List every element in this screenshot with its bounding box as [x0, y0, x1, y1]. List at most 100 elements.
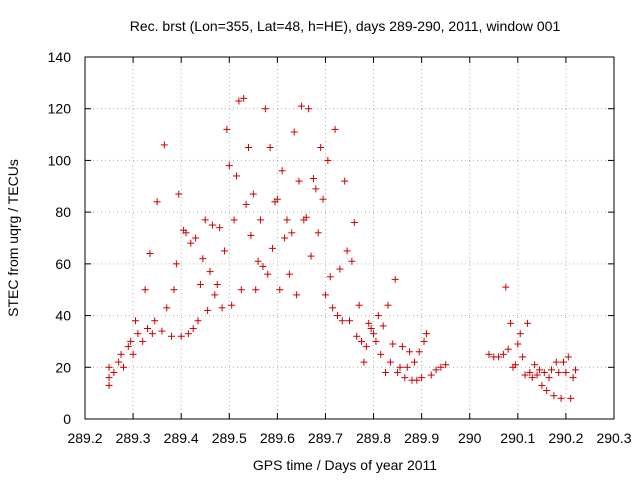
data-point: [398, 343, 406, 351]
y-tick-label: 60: [55, 256, 71, 272]
data-point: [560, 358, 568, 366]
data-point: [261, 105, 269, 113]
data-point: [134, 330, 142, 338]
y-tick-label: 40: [55, 308, 71, 324]
data-point: [413, 376, 421, 384]
data-point: [117, 350, 125, 358]
data-point: [232, 172, 240, 180]
data-point: [418, 374, 426, 382]
x-tick-labels: 289.2 289.3 289.4 289.5 289.6 289.7 289.8 289.9…: [67, 430, 631, 446]
data-point: [170, 286, 178, 294]
data-point: [567, 394, 575, 402]
data-point: [507, 319, 515, 327]
data-point: [182, 229, 190, 237]
data-point: [437, 363, 445, 371]
data-point: [199, 255, 207, 263]
data-point: [540, 368, 548, 376]
data-point: [324, 156, 332, 164]
x-tick-label: 290: [458, 430, 482, 446]
data-point: [362, 343, 370, 351]
data-point: [389, 340, 397, 348]
data-point: [547, 366, 555, 374]
data-point: [187, 239, 195, 247]
data-point: [535, 366, 543, 374]
data-point: [562, 368, 570, 376]
data-point: [220, 247, 228, 255]
data-point: [572, 366, 580, 374]
data-point: [302, 213, 310, 221]
data-point: [127, 337, 135, 345]
data-point: [283, 216, 291, 224]
data-point: [531, 361, 539, 369]
data-point: [317, 144, 325, 151]
data-point: [254, 257, 262, 265]
y-tick-label: 20: [55, 359, 71, 375]
x-tick-label: 289.4: [164, 430, 199, 446]
data-point: [290, 128, 298, 136]
data-point: [146, 250, 154, 258]
data-point: [355, 301, 363, 309]
data-point: [206, 268, 214, 276]
data-point: [129, 350, 137, 358]
data-point: [552, 358, 560, 366]
data-point: [333, 312, 341, 320]
data-point: [358, 337, 366, 345]
data-point: [432, 366, 440, 374]
data-point: [564, 353, 572, 361]
data-point: [336, 265, 344, 273]
y-tick-labels: 0 20 40 60 80 100 120 140: [48, 49, 72, 427]
x-tick-label: 290.2: [548, 430, 583, 446]
data-point: [144, 325, 152, 332]
plot-area-frame: [84, 56, 615, 420]
data-point: [391, 275, 399, 283]
data-point: [350, 218, 358, 226]
data-point: [379, 322, 387, 330]
data-point: [543, 387, 551, 395]
data-point: [208, 221, 216, 229]
x-tick-label: 290.1: [500, 430, 535, 446]
data-point: [105, 363, 113, 371]
y-tick-label: 120: [48, 101, 72, 117]
data-point: [276, 286, 284, 294]
data-point: [348, 257, 356, 265]
data-point: [415, 348, 423, 356]
data-point: [516, 330, 524, 338]
data-point: [394, 368, 402, 376]
data-point: [499, 350, 507, 358]
data-point: [526, 368, 534, 376]
data-point: [321, 291, 329, 299]
data-point: [160, 141, 168, 149]
data-point: [442, 361, 450, 369]
data-point: [427, 371, 435, 379]
chart-title: Rec. brst (Lon=355, Lat=48, h=HE), days …: [130, 18, 561, 34]
data-point: [252, 286, 260, 294]
data-point: [422, 330, 430, 338]
data-point: [105, 374, 113, 382]
data-point: [213, 281, 221, 289]
data-point: [557, 394, 565, 402]
data-point: [372, 337, 380, 345]
data-point: [194, 317, 202, 325]
data-point: [168, 332, 176, 340]
data-point: [184, 330, 192, 338]
data-point: [124, 343, 132, 351]
data-point: [341, 177, 349, 185]
data-point: [264, 270, 272, 278]
data-point: [374, 312, 382, 320]
data-point: [504, 345, 512, 353]
data-point: [370, 330, 378, 338]
data-point: [293, 291, 301, 299]
data-point: [519, 353, 527, 361]
y-axis-label: STEC from uqrg / TECUs: [5, 159, 21, 317]
data-point: [105, 381, 113, 389]
data-point: [218, 304, 226, 312]
data-point: [550, 392, 558, 400]
x-tick-label: 289.2: [67, 430, 102, 446]
data-point: [485, 350, 493, 358]
data-point: [196, 281, 204, 289]
y-tick-label: 0: [63, 411, 71, 427]
data-point: [295, 177, 303, 185]
data-point: [307, 252, 315, 260]
data-point: [259, 262, 267, 270]
data-point: [151, 317, 159, 325]
